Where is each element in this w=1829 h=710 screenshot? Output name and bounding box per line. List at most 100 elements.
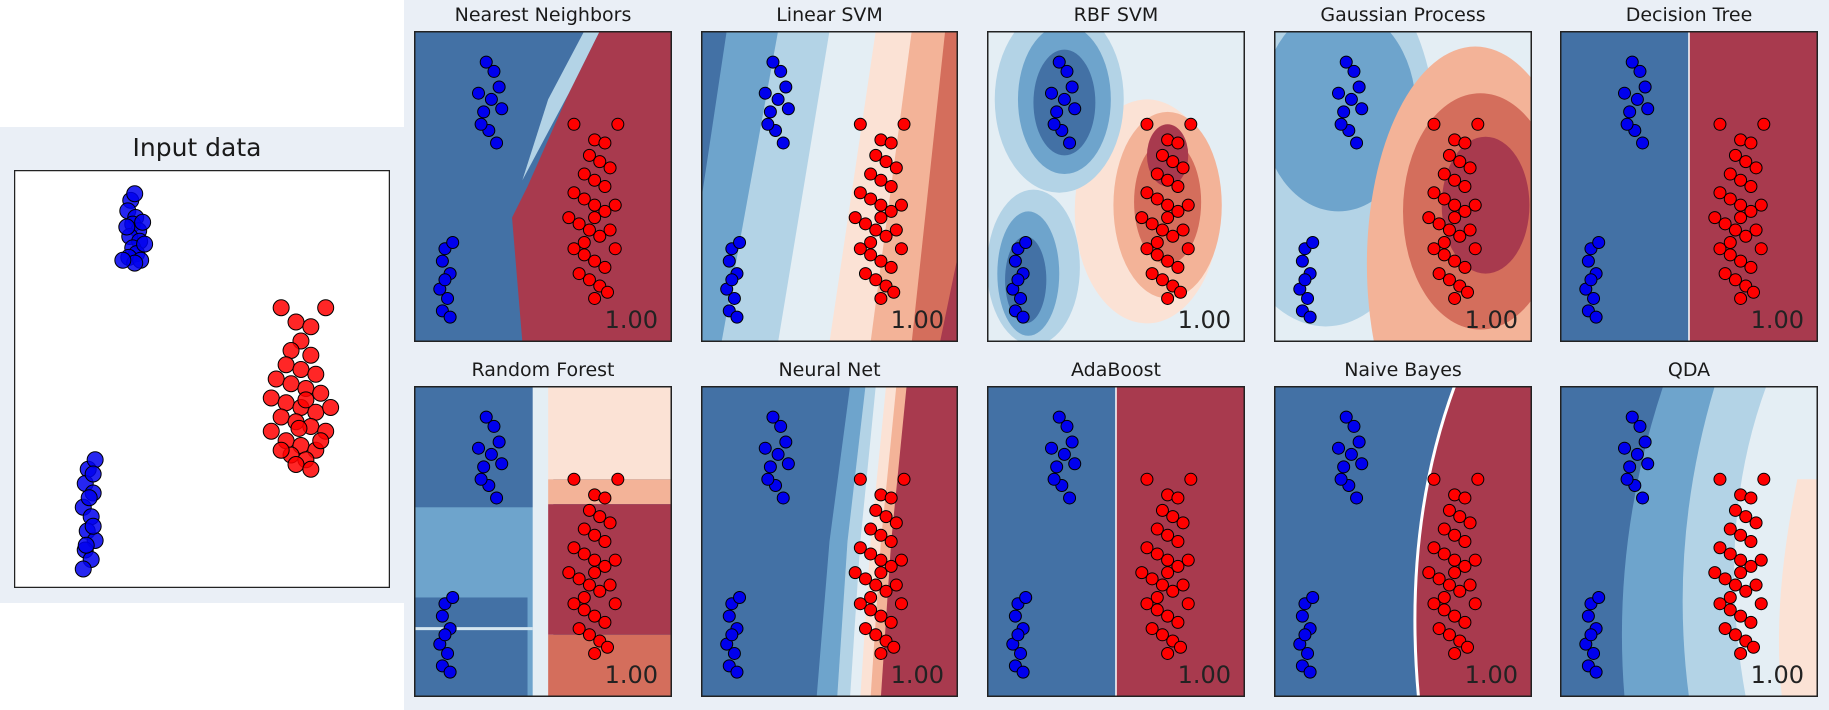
training-point [884,491,898,505]
score-label: 1.00 [1178,661,1231,689]
training-point [1728,578,1742,592]
training-point [1432,622,1446,636]
training-point [1739,584,1753,598]
training-point [1171,615,1185,629]
training-point [1427,541,1441,555]
training-point [1052,410,1066,424]
training-point [1437,192,1451,206]
training-point [1713,186,1727,200]
training-point [1145,572,1159,586]
training-point [1181,242,1195,256]
training-point [1155,148,1169,162]
classifier-plot: 1.00 [1560,31,1818,342]
plot-frame [1560,31,1818,342]
training-point [879,584,893,598]
training-point [1171,491,1185,505]
training-point [1171,535,1185,548]
training-point [1150,192,1164,206]
training-point [1150,167,1164,181]
training-point [1713,541,1727,555]
classifier-title: Nearest Neighbors [454,4,632,26]
training-point [1339,410,1353,424]
training-point [608,553,622,567]
training-point [1427,472,1441,486]
decision-boundary [1413,386,1457,697]
training-point [869,503,883,517]
input-data-point [322,399,340,416]
training-point [1161,291,1175,305]
training-point [1728,628,1742,642]
training-point [1171,260,1185,274]
input-data-point [262,389,280,407]
score-label: 1.00 [605,306,658,334]
training-point [588,609,602,623]
training-point [1140,117,1154,131]
training-point [1442,578,1456,592]
input-data-point [302,460,320,478]
training-point [889,516,903,530]
training-point [1347,64,1361,78]
training-point [1471,472,1485,486]
score-label: 1.00 [891,306,944,334]
training-point [484,92,498,106]
training-point [1739,229,1753,243]
training-point [1458,535,1472,548]
training-point [593,229,607,243]
training-point [1581,609,1595,623]
input-data-plot [14,170,390,588]
training-point [1754,553,1768,567]
training-point [725,628,739,642]
training-point [864,522,878,536]
training-point [487,419,501,433]
training-point [1728,148,1742,162]
classifier-title: Neural Net [778,359,881,381]
score-label: 1.00 [1465,306,1518,334]
training-point [1063,136,1077,150]
training-point [598,204,612,218]
training-point [567,186,581,200]
training-point [1155,223,1169,237]
training-point [1708,211,1722,225]
training-point [874,566,888,580]
training-point [730,310,744,324]
training-point [490,491,504,505]
training-point [598,260,612,274]
training-point [1442,628,1456,642]
training-point [446,590,460,604]
training-point [1337,105,1351,119]
training-point [884,260,898,274]
training-point [869,628,883,642]
training-point [1135,566,1149,580]
training-point [1448,566,1462,580]
input-data-point [302,346,320,364]
training-point [894,597,908,611]
training-point [1181,553,1195,567]
training-point [1427,186,1441,200]
training-point [598,180,612,193]
training-point [567,472,581,486]
training-point [1145,267,1159,281]
training-point [588,173,602,187]
classifier-plot: 1.00 [414,31,672,342]
training-point [1014,646,1028,660]
training-point [443,310,457,324]
training-point [1618,86,1631,100]
training-point [1458,136,1472,150]
training-point [479,55,493,69]
training-point [1458,204,1472,218]
training-point [758,86,772,100]
training-point [1630,447,1644,461]
input-data-point [277,356,295,374]
training-point [603,578,617,592]
training-point [1334,472,1348,486]
training-point [562,211,576,225]
training-point [1463,578,1477,592]
training-point [588,646,602,660]
training-point [477,105,491,119]
training-point [1744,559,1758,573]
training-point [1295,609,1309,623]
training-point [1633,64,1647,78]
classifier-title: Decision Tree [1625,4,1753,26]
training-point [887,285,901,299]
training-point [603,516,617,530]
